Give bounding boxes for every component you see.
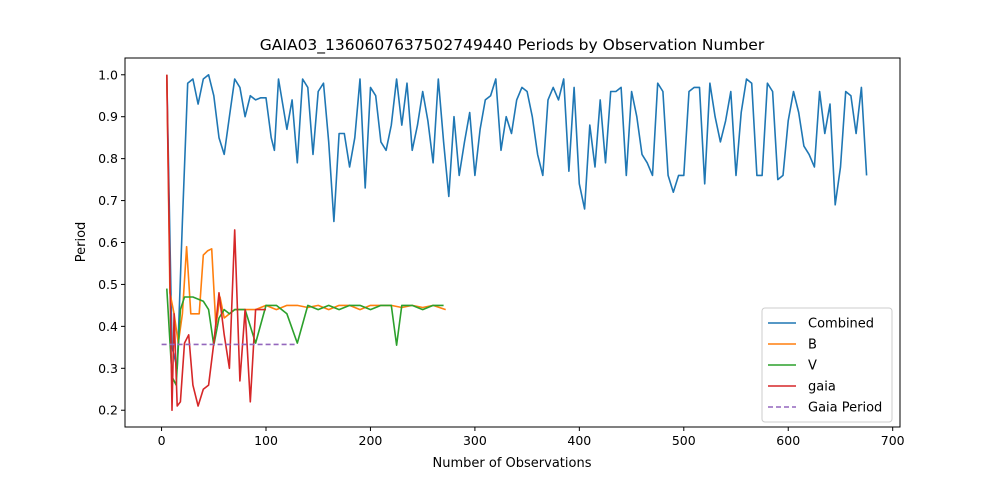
y-tick-label: 0.2 [98, 403, 118, 418]
chart-title: GAIA03_1360607637502749440 Periods by Ob… [260, 36, 765, 55]
legend-label-v: V [808, 359, 817, 374]
legend-label-gaia: gaia [808, 380, 836, 395]
y-tick-label: 0.3 [98, 361, 118, 376]
y-tick-label: 0.5 [98, 277, 118, 292]
x-axis: 0 100 200 300 400 500 600 700 [158, 427, 905, 448]
legend-label-combined: Combined [808, 317, 874, 332]
y-tick-label: 0.7 [98, 193, 118, 208]
legend-box [761, 307, 893, 423]
x-tick-label: 200 [359, 433, 383, 448]
x-tick-label: 400 [567, 433, 591, 448]
x-tick-label: 600 [776, 433, 800, 448]
x-tick-label: 300 [463, 433, 487, 448]
y-axis-label: Period [74, 222, 89, 263]
x-tick-label: 500 [672, 433, 696, 448]
legend-label-b: B [808, 338, 817, 353]
x-tick-label: 700 [881, 433, 905, 448]
x-tick-label: 0 [158, 433, 166, 448]
series-line-b [166, 74, 446, 344]
series-line-combined [166, 74, 868, 370]
x-axis-label: Number of Observations [433, 456, 592, 471]
y-tick-label: 1.0 [98, 67, 118, 82]
series-line-gaia [166, 74, 266, 412]
y-tick-label: 0.6 [98, 235, 118, 250]
y-tick-label: 0.4 [98, 319, 118, 334]
series-line-v [166, 288, 444, 386]
y-axis: 0.2 0.3 0.4 0.5 0.6 0.7 0.8 0.9 1.0 [98, 67, 125, 418]
legend-label-gaia-period: Gaia Period [808, 401, 882, 416]
y-tick-label: 0.9 [98, 109, 118, 124]
x-tick-label: 100 [254, 433, 278, 448]
plot-series [161, 74, 868, 412]
y-tick-label: 0.8 [98, 151, 118, 166]
